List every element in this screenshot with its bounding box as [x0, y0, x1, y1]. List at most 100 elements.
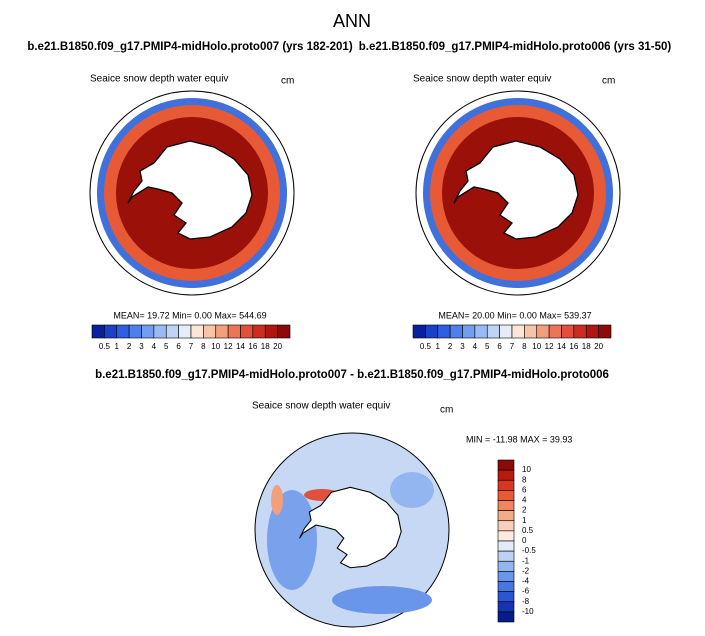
stats: MIN = -11.98 MAX = 39.93 — [466, 434, 572, 444]
map — [415, 90, 621, 296]
colorbar-label: 10 — [532, 342, 541, 351]
colorbar-box — [536, 324, 550, 339]
colorbar-box — [497, 560, 515, 572]
units: cm — [602, 76, 615, 87]
colorbar-box — [437, 324, 451, 339]
colorbar-box — [573, 324, 587, 339]
colorbar-box — [104, 324, 118, 339]
colorbar-box — [497, 510, 515, 522]
colorbar: 0.5 1 2 3 4 5 6 7 8 10 12 14 16 18 20 — [91, 324, 291, 351]
colorbar-label: -2 — [522, 566, 530, 575]
colorbar-box — [449, 324, 463, 339]
colorbar-box — [203, 324, 217, 339]
panel-title: b.e21.B1850.f09_g17.PMIP4-midHolo.proto0… — [27, 41, 353, 53]
colorbar: 0.5 1 2 3 4 5 6 7 8 10 12 14 16 18 20 — [412, 324, 612, 351]
colorbar-label: 8 — [201, 342, 206, 351]
colorbar-box — [598, 324, 612, 339]
colorbar-label: 16 — [569, 342, 578, 351]
colorbar-box — [462, 324, 476, 339]
colorbar-label: 10 — [522, 465, 531, 474]
colorbar-box — [178, 324, 192, 339]
colorbar-label: 0 — [522, 536, 527, 545]
colorbar-box — [474, 324, 488, 339]
colorbar-label: 1 — [436, 342, 441, 351]
colorbar-label: -10 — [522, 607, 534, 616]
stats: MEAN= 20.00 Min= 0.00 Max= 539.37 — [438, 310, 591, 320]
colorbar-box — [497, 469, 515, 481]
colorbar-box — [497, 520, 515, 532]
colorbar-box — [511, 324, 525, 339]
colorbar-box — [252, 324, 266, 339]
colorbar-label: 12 — [545, 342, 554, 351]
colorbar-box — [190, 324, 204, 339]
colorbar-box — [486, 324, 500, 339]
colorbar-label: -1 — [522, 556, 530, 565]
colorbar-box — [561, 324, 575, 339]
colorbar-box — [497, 581, 515, 592]
colorbar-label: 2 — [448, 342, 453, 351]
colorbar-label: 0.5 — [99, 342, 111, 351]
colorbar-box — [240, 324, 254, 339]
units: cm — [281, 76, 294, 87]
stats: MEAN= 19.72 Min= 0.00 Max= 544.69 — [113, 310, 266, 320]
colorbar-box — [497, 459, 515, 471]
colorbar-label: 4 — [522, 496, 527, 505]
colorbar-box — [165, 324, 179, 339]
colorbar-label: 4 — [473, 342, 478, 351]
map — [254, 432, 450, 628]
colorbar-label: 2 — [127, 342, 132, 351]
colorbar-box — [499, 324, 513, 339]
colorbar-box — [497, 591, 515, 603]
colorbar-box — [497, 500, 515, 511]
colorbar-label: 5 — [164, 342, 169, 351]
colorbar-box — [116, 324, 130, 339]
colorbar-box — [497, 479, 515, 491]
colorbar-label: 6 — [522, 485, 527, 494]
colorbar-box — [277, 324, 291, 339]
panel-title: b.e21.B1850.f09_g17.PMIP4-midHolo.proto0… — [359, 41, 672, 53]
colorbar-label: 20 — [594, 342, 603, 351]
field-label: Seaice snow depth water equiv — [90, 74, 228, 85]
colorbar-label: -6 — [522, 587, 530, 596]
colorbar-box — [264, 324, 278, 339]
colorbar-label: 7 — [189, 342, 194, 351]
field-label: Seaice snow depth water equiv — [252, 401, 390, 412]
colorbar-box — [497, 601, 515, 613]
colorbar-box — [128, 324, 142, 339]
colorbar-box — [215, 324, 229, 339]
colorbar-box — [497, 611, 515, 623]
units: cm — [440, 405, 453, 416]
colorbar-label: 0.5 — [522, 526, 534, 535]
field-label: Seaice snow depth water equiv — [413, 74, 551, 85]
colorbar-label: 8 — [522, 342, 527, 351]
colorbar-label: 16 — [248, 342, 257, 351]
colorbar-label: 1 — [522, 516, 527, 525]
colorbar-label: 7 — [510, 342, 515, 351]
colorbar-box — [497, 571, 515, 582]
colorbar-box — [425, 324, 439, 339]
colorbar-label: 1 — [115, 342, 120, 351]
map — [89, 90, 295, 296]
colorbar-label: 5 — [485, 342, 490, 351]
colorbar-label: -8 — [522, 597, 530, 606]
colorbar-label: -0.5 — [522, 546, 536, 555]
colorbar-box — [412, 324, 426, 339]
colorbar-label: 14 — [557, 342, 566, 351]
title: ANN — [333, 11, 371, 31]
colorbar-label: 14 — [236, 342, 245, 351]
colorbar-box — [497, 490, 515, 501]
colorbar-label: 3 — [139, 342, 144, 351]
colorbar-box — [497, 540, 515, 552]
colorbar-box — [153, 324, 167, 339]
colorbar-box — [497, 530, 515, 542]
colorbar-label: 18 — [261, 342, 270, 351]
colorbar-box — [585, 324, 599, 339]
colorbar-box — [497, 550, 515, 562]
colorbar-label: 0.5 — [420, 342, 432, 351]
colorbar-box — [91, 324, 105, 339]
colorbar-label: 2 — [522, 506, 527, 515]
colorbar-box — [141, 324, 155, 339]
colorbar-label: 18 — [582, 342, 591, 351]
